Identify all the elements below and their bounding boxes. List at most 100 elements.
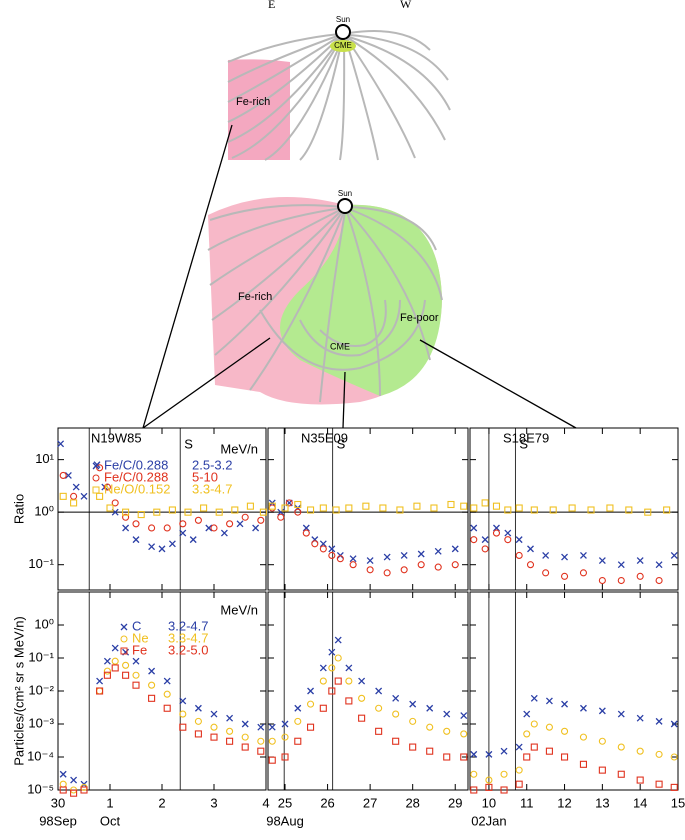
series — [470, 499, 671, 516]
y-tick-label: 10⁰ — [34, 504, 54, 519]
point — [515, 766, 523, 774]
point — [530, 743, 538, 751]
point — [470, 770, 478, 778]
plot-frame — [267, 591, 469, 791]
point — [515, 780, 523, 788]
point — [148, 681, 156, 689]
point — [226, 737, 234, 745]
point — [504, 506, 512, 514]
point — [200, 504, 208, 512]
point — [307, 723, 315, 731]
point — [294, 500, 302, 509]
point — [328, 551, 336, 560]
diagram-top: E W Sun CME Fe-rich — [227, 0, 451, 161]
point — [530, 720, 538, 728]
sun — [335, 24, 351, 40]
x-tick-label: 27 — [363, 795, 377, 810]
point — [560, 753, 569, 761]
x-tick-label: 11 — [520, 795, 534, 810]
point — [366, 557, 374, 565]
y-tick-label: 10⁻⁵ — [27, 781, 54, 796]
point — [515, 536, 523, 544]
x-tick-label: 25 — [278, 795, 292, 810]
date-label: 98Sep — [39, 813, 77, 828]
east-label: E — [268, 0, 275, 11]
point — [492, 529, 501, 537]
point — [504, 536, 512, 544]
point — [579, 733, 588, 741]
point — [560, 572, 569, 580]
x-tick-label: 30 — [51, 795, 65, 810]
plot-frame — [469, 427, 679, 591]
sun-label: Sun — [336, 15, 350, 24]
point — [294, 508, 302, 516]
legend-energy: 5-10 — [192, 469, 218, 484]
point — [132, 520, 140, 528]
point — [409, 743, 417, 751]
point — [492, 502, 501, 510]
series — [59, 664, 265, 797]
point — [560, 727, 569, 735]
legend-name: Fe/C/0.288 — [104, 469, 168, 484]
point — [481, 545, 489, 553]
y-axis-label: Ratio — [11, 494, 26, 524]
point — [319, 704, 327, 712]
date-label: 02Jan — [471, 813, 506, 828]
point — [179, 710, 187, 718]
sun-label: Sun — [338, 189, 352, 198]
x-tick-label: 10 — [482, 795, 496, 810]
fe-rich-label: Fe-rich — [236, 96, 270, 108]
point — [443, 727, 451, 735]
point — [392, 710, 400, 718]
point — [59, 471, 67, 479]
point — [168, 506, 176, 514]
series — [59, 464, 265, 532]
point — [636, 714, 644, 722]
point — [132, 681, 140, 689]
point — [358, 694, 366, 702]
point — [426, 704, 434, 712]
date-label: 98Aug — [266, 813, 304, 828]
connector — [142, 337, 271, 429]
point — [587, 506, 595, 514]
point — [59, 492, 67, 500]
legend-name: Fe/C/0.288 — [104, 457, 168, 472]
point — [277, 513, 285, 521]
point — [549, 506, 557, 514]
point — [179, 723, 187, 731]
point — [122, 508, 130, 516]
point — [526, 561, 535, 569]
point — [434, 547, 442, 555]
point — [447, 500, 455, 509]
point — [328, 648, 336, 656]
point — [215, 508, 223, 516]
point — [670, 753, 678, 761]
point — [579, 704, 587, 712]
point — [345, 504, 353, 512]
plot-frame — [469, 591, 679, 791]
point — [375, 727, 383, 735]
point — [670, 783, 678, 791]
point — [443, 710, 451, 718]
point — [70, 789, 78, 797]
series — [59, 657, 265, 794]
y-tick-label: 10⁻¹ — [28, 556, 54, 571]
point — [383, 569, 391, 577]
x-tick-label: 1 — [106, 795, 113, 810]
point — [246, 502, 254, 510]
point — [349, 555, 357, 563]
series — [470, 529, 663, 585]
point — [241, 733, 249, 741]
event-label: S — [337, 436, 346, 451]
point — [568, 504, 576, 512]
region-label: S18E79 — [503, 430, 549, 445]
fe-poor-region — [280, 204, 442, 396]
point — [426, 747, 434, 755]
point — [205, 524, 213, 532]
fe-rich-region — [228, 59, 290, 161]
point — [345, 677, 353, 685]
point — [319, 540, 327, 548]
point — [328, 664, 336, 672]
point — [194, 717, 202, 725]
